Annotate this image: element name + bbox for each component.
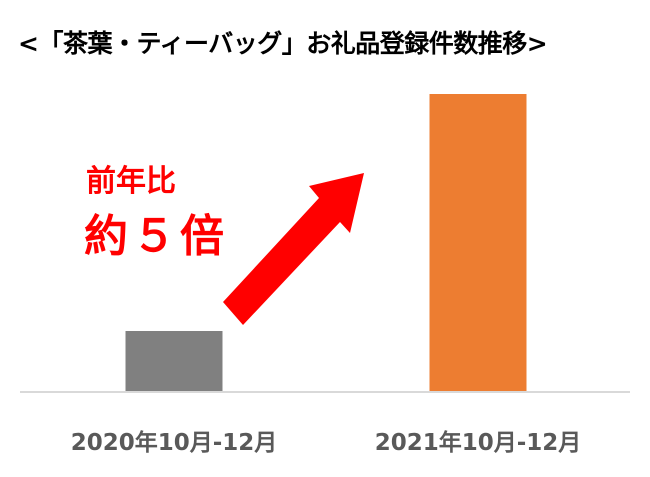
increase-arrow xyxy=(223,173,364,325)
chart-title: <「茶葉・ティーバッグ」お礼品登録件数推移> xyxy=(18,29,548,58)
annotation-ratio: 約５倍 xyxy=(84,211,228,262)
bar-2 xyxy=(429,94,527,391)
x-tick-label: 2021年10月-12月 xyxy=(374,430,582,456)
annotation-yoy-label: 前年比 xyxy=(86,164,176,199)
bar-1 xyxy=(125,331,223,391)
x-tick-label: 2020年10月-12月 xyxy=(70,430,278,456)
